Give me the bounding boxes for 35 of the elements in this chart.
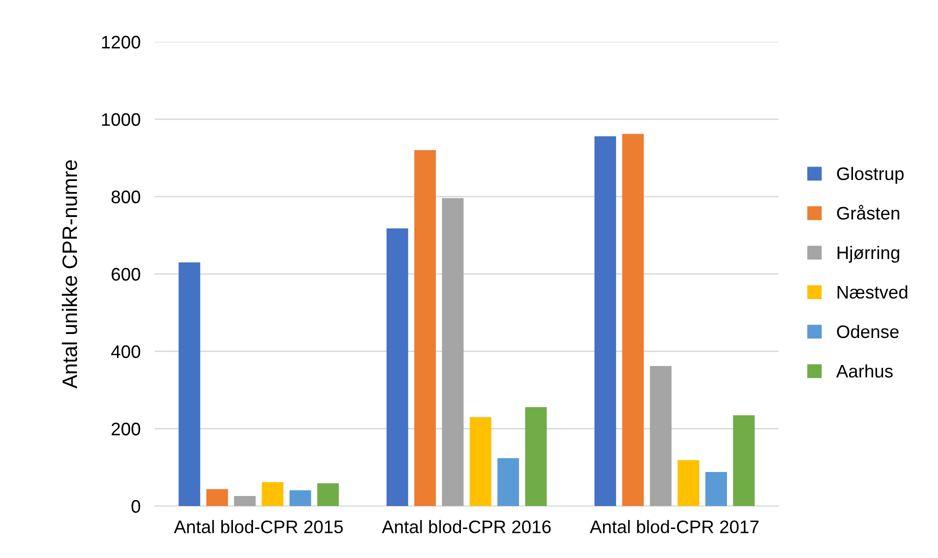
- y-tick-label: 400: [111, 345, 140, 358]
- y-tick-label: 600: [112, 268, 140, 281]
- bar: [206, 489, 228, 506]
- bar: [386, 228, 408, 506]
- y-axis-title: Antal unikke CPR-numre: [62, 160, 78, 389]
- y-tick-label: 0: [132, 500, 140, 513]
- y-tick-label: 200: [112, 422, 140, 436]
- bar: [262, 482, 284, 506]
- legend-label: Odense: [837, 324, 899, 338]
- bar: [290, 490, 312, 506]
- x-tick-label: Antal blod-CPR 2017: [590, 520, 758, 534]
- y-tick-label: 1200: [102, 36, 140, 49]
- bar: [497, 458, 520, 506]
- y-tick-label: 1000: [102, 113, 140, 126]
- bar: [470, 417, 492, 506]
- legend-label: Gråsten: [837, 204, 900, 220]
- bar: [733, 415, 755, 506]
- bar: [594, 136, 616, 506]
- bar: [622, 134, 644, 506]
- x-tick-label: Antal blod-CPR 2016: [382, 520, 551, 534]
- bar: [525, 407, 547, 506]
- legend-label: Glostrup: [837, 166, 904, 184]
- legend-label: Hjørring: [838, 246, 900, 263]
- x-tick-label: Antal blod-CPR 2015: [174, 520, 343, 534]
- bar: [678, 460, 700, 506]
- legend-label: Næstved: [838, 285, 908, 299]
- bar: [414, 150, 436, 506]
- bar: [317, 483, 339, 506]
- y-tick-label: 800: [112, 190, 140, 204]
- bar: [234, 496, 256, 506]
- bar: [442, 198, 464, 506]
- bar: [705, 472, 727, 506]
- legend-label: Aarhus: [836, 364, 893, 378]
- bar: [650, 366, 672, 506]
- bar: [178, 262, 200, 506]
